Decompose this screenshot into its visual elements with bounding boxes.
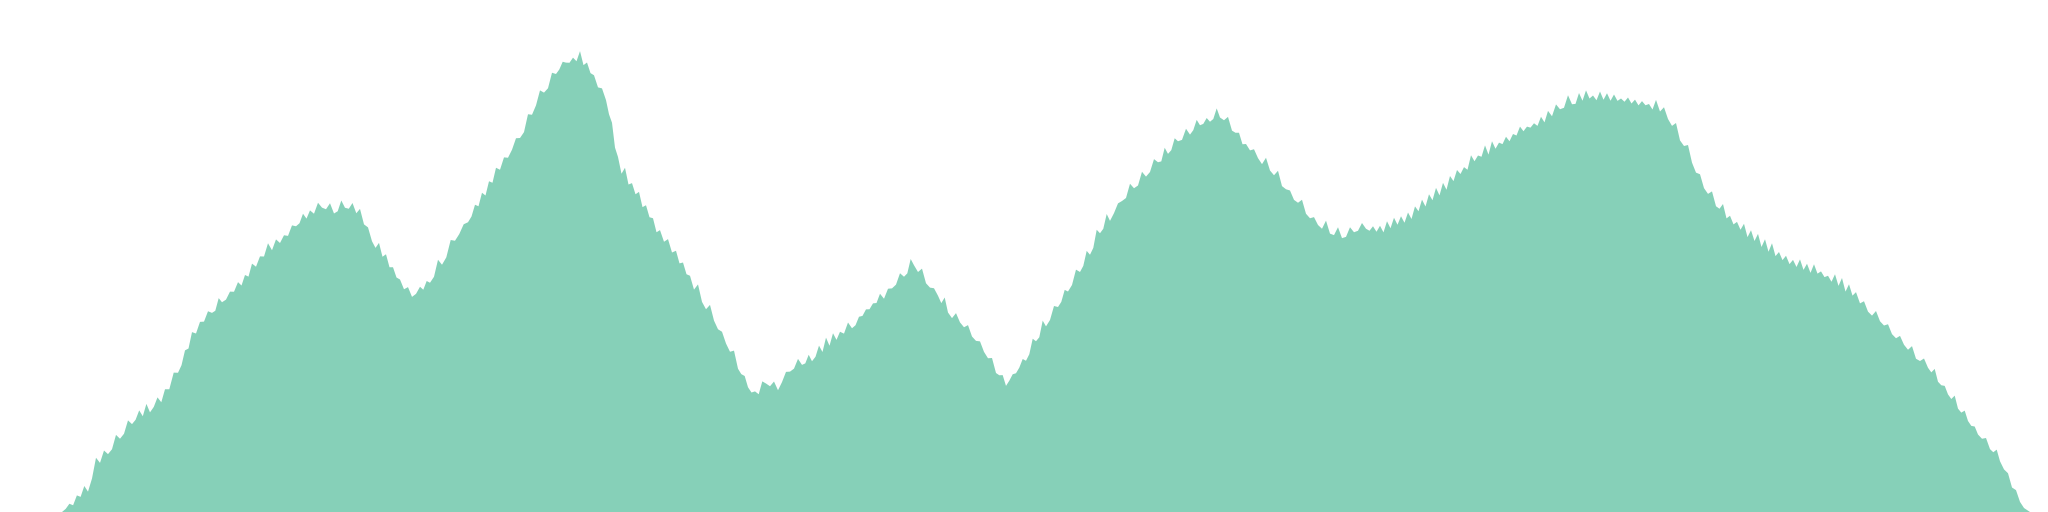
mountain-ridge [0,51,2048,512]
